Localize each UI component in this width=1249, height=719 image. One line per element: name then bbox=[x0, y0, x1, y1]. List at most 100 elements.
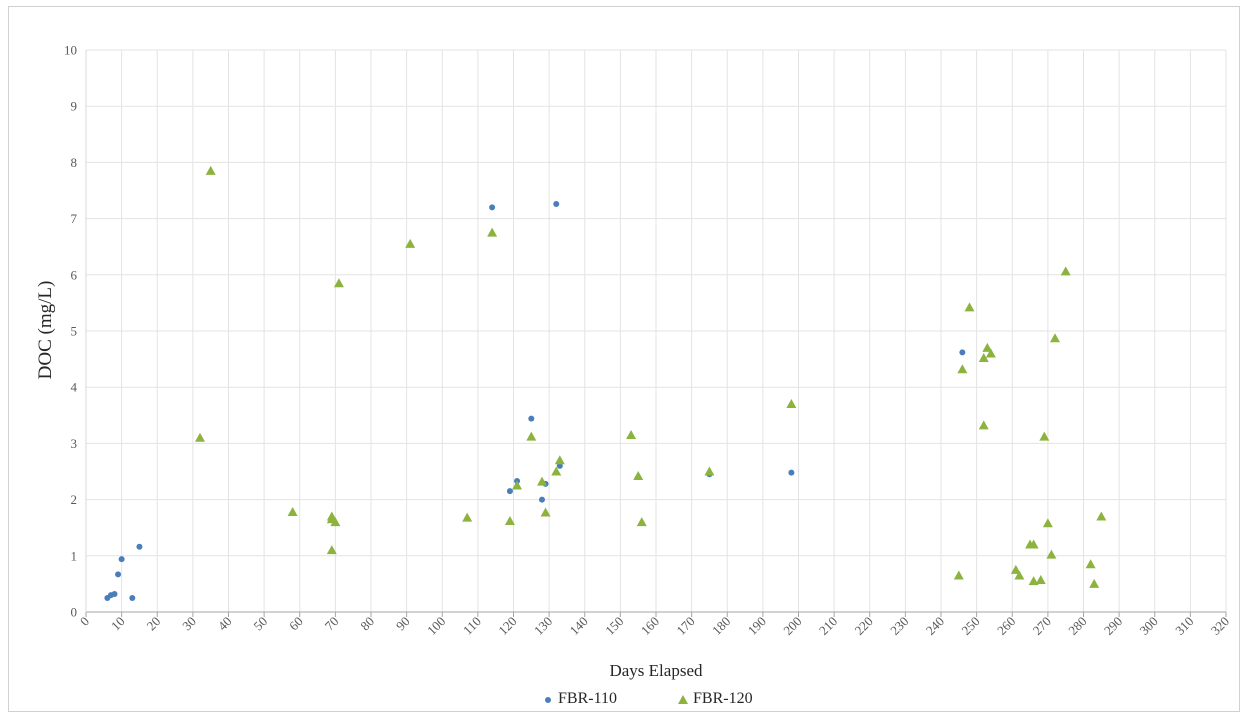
y-tick-label: 5 bbox=[71, 324, 78, 339]
x-axis-title: Days Elapsed bbox=[609, 661, 703, 680]
point-fbr120 bbox=[633, 470, 644, 480]
point-fbr120 bbox=[554, 455, 565, 465]
x-tick-label: 290 bbox=[1101, 614, 1125, 638]
data-points bbox=[104, 165, 1107, 601]
point-fbr120 bbox=[195, 432, 205, 442]
x-tick-label: 90 bbox=[393, 614, 413, 634]
point-fbr120 bbox=[462, 512, 473, 522]
point-fbr120 bbox=[1028, 576, 1039, 586]
point-fbr120 bbox=[330, 517, 341, 527]
y-tick-label: 4 bbox=[71, 380, 78, 395]
point-fbr120 bbox=[1014, 570, 1025, 580]
point-fbr120 bbox=[1085, 559, 1096, 569]
y-tick-label: 10 bbox=[64, 43, 77, 58]
x-tick-label: 140 bbox=[566, 614, 590, 638]
point-fbr120 bbox=[1042, 518, 1053, 528]
x-tick-label: 50 bbox=[250, 614, 270, 634]
y-tick-label: 6 bbox=[71, 267, 78, 282]
point-fbr120 bbox=[1050, 333, 1060, 343]
point-fbr120 bbox=[405, 238, 416, 248]
y-tick-labels: 0 1 2 3 4 5 6 7 8 9 10 bbox=[64, 43, 78, 620]
x-tick-label: 80 bbox=[357, 614, 377, 634]
point-fbr110 bbox=[129, 594, 136, 601]
point-fbr120 bbox=[326, 545, 337, 555]
point-fbr110 bbox=[506, 488, 513, 495]
y-tick-label: 9 bbox=[71, 99, 78, 114]
point-fbr110 bbox=[136, 543, 143, 550]
point-fbr110 bbox=[788, 469, 795, 476]
point-fbr120 bbox=[964, 302, 975, 312]
point-fbr120 bbox=[953, 570, 964, 580]
point-fbr120 bbox=[1028, 539, 1039, 549]
point-fbr120 bbox=[978, 420, 989, 430]
point-fbr110 bbox=[115, 571, 122, 578]
x-tick-label: 0 bbox=[77, 614, 92, 629]
y-tick-label: 8 bbox=[71, 155, 78, 170]
point-fbr110 bbox=[556, 462, 563, 469]
x-tick-label: 60 bbox=[286, 614, 306, 634]
point-fbr110 bbox=[528, 415, 535, 422]
point-fbr110 bbox=[118, 556, 125, 563]
x-tick-label: 160 bbox=[638, 614, 662, 638]
point-fbr110 bbox=[111, 591, 118, 598]
point-fbr120 bbox=[1039, 431, 1050, 441]
x-tick-label: 110 bbox=[460, 614, 484, 638]
x-tick-label: 220 bbox=[851, 614, 875, 638]
point-fbr120 bbox=[1096, 511, 1107, 521]
point-fbr120 bbox=[985, 348, 996, 358]
point-fbr120 bbox=[1046, 549, 1057, 559]
x-tick-label: 120 bbox=[495, 614, 519, 638]
point-fbr120 bbox=[487, 227, 498, 237]
x-tick-labels: 0 10 20 30 40 50 60 70 80 90 100 110 120 130 140 150 160… bbox=[77, 614, 1232, 638]
x-tick-label: 180 bbox=[709, 614, 733, 638]
point-fbr120 bbox=[1060, 266, 1071, 276]
point-fbr120 bbox=[537, 476, 547, 486]
legend-label-fbr110: FBR-110 bbox=[558, 690, 617, 707]
point-fbr120 bbox=[978, 352, 989, 362]
x-tick-label: 30 bbox=[179, 614, 199, 634]
y-tick-label: 1 bbox=[71, 548, 78, 563]
point-fbr120 bbox=[786, 399, 797, 409]
point-fbr120 bbox=[957, 364, 968, 374]
legend-label-fbr120: FBR-120 bbox=[693, 690, 753, 707]
x-tick-label: 240 bbox=[923, 614, 947, 638]
y-tick-label: 2 bbox=[71, 492, 78, 507]
point-fbr120 bbox=[526, 431, 537, 441]
x-tick-label: 10 bbox=[108, 614, 128, 634]
y-tick-label: 7 bbox=[71, 211, 78, 226]
point-fbr120 bbox=[540, 507, 551, 517]
x-tick-label: 320 bbox=[1208, 614, 1232, 638]
legend-marker-fbr120 bbox=[678, 695, 688, 704]
gridlines bbox=[86, 49, 1227, 612]
point-fbr120 bbox=[636, 517, 647, 527]
point-fbr120 bbox=[704, 466, 715, 476]
y-axis-title: DOC (mg/L) bbox=[35, 281, 56, 380]
x-tick-label: 150 bbox=[602, 614, 626, 638]
x-tick-label: 100 bbox=[424, 614, 448, 638]
point-fbr120 bbox=[287, 506, 298, 516]
point-fbr120 bbox=[1089, 578, 1100, 588]
point-fbr120 bbox=[982, 342, 993, 352]
x-tick-label: 200 bbox=[780, 614, 804, 638]
point-fbr110 bbox=[489, 204, 496, 211]
point-fbr110 bbox=[539, 496, 545, 503]
x-tick-label: 70 bbox=[322, 614, 342, 634]
x-tick-label: 210 bbox=[816, 614, 840, 638]
x-tick-label: 260 bbox=[994, 614, 1018, 638]
axes bbox=[85, 50, 1227, 617]
chart-frame bbox=[8, 6, 1240, 712]
point-fbr120 bbox=[333, 278, 344, 288]
point-fbr120 bbox=[205, 165, 216, 175]
point-fbr120 bbox=[626, 429, 637, 439]
x-tick-label: 20 bbox=[144, 614, 164, 634]
x-tick-label: 130 bbox=[531, 614, 555, 638]
point-fbr120 bbox=[504, 515, 515, 525]
point-fbr120 bbox=[551, 466, 562, 476]
x-tick-label: 230 bbox=[887, 614, 911, 638]
y-tick-label: 3 bbox=[71, 436, 78, 451]
x-tick-label: 300 bbox=[1136, 614, 1160, 638]
y-tick-label: 0 bbox=[71, 605, 78, 620]
x-tick-label: 280 bbox=[1065, 614, 1089, 638]
x-tick-label: 170 bbox=[673, 614, 697, 638]
